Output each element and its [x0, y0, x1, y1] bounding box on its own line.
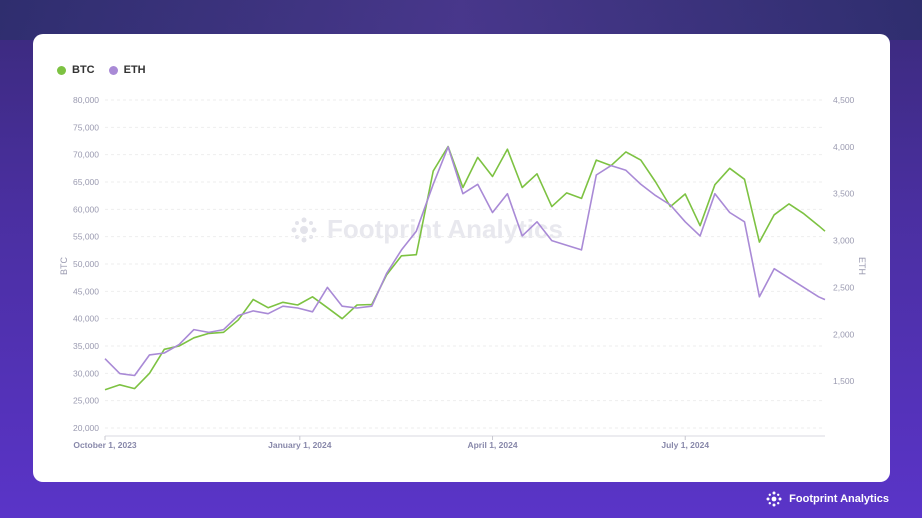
- y-tick-label-left: 25,000: [73, 396, 99, 406]
- y-tick-label-right: 2,500: [833, 282, 855, 292]
- y-axis-left: 20,000 25,000 30,000 35,000 40,000 45,000 50,0…: [73, 95, 99, 433]
- y-tick-label-left: 50,000: [73, 259, 99, 269]
- x-axis: October 1, 2023 January 1, 2024 April 1, 2…: [73, 435, 825, 450]
- chart-card: BTC ETH Footprint Analytics 20,000 25,000…: [33, 34, 890, 482]
- btc-dot-icon: [57, 65, 66, 75]
- y-tick-label-right: 2,000: [833, 329, 855, 339]
- y-tick-label-left: 30,000: [73, 368, 99, 378]
- y-tick-label-left: 80,000: [73, 95, 99, 105]
- y-tick-label-left: 45,000: [73, 286, 99, 296]
- y-tick-label-left: 70,000: [73, 150, 99, 160]
- y-tick-label-left: 75,000: [73, 122, 99, 132]
- x-tick-label: July 1, 2024: [661, 440, 709, 450]
- line-chart: 20,000 25,000 30,000 35,000 40,000 45,000 50,0…: [59, 95, 867, 450]
- footprint-logo-icon: [766, 491, 782, 507]
- y-axis-title-btc: BTC: [59, 256, 69, 275]
- legend-label-eth: ETH: [123, 64, 146, 76]
- y-tick-label-left: 55,000: [73, 232, 99, 242]
- brand-name: Footprint Analytics: [789, 493, 889, 505]
- eth-dot-icon: [108, 65, 118, 75]
- x-tick-label: January 1, 2024: [268, 440, 332, 450]
- legend-item-eth[interactable]: ETH: [108, 64, 146, 76]
- y-tick-label-left: 40,000: [73, 314, 99, 324]
- y-tick-label-right: 4,500: [833, 95, 855, 105]
- y-tick-label-left: 35,000: [73, 341, 99, 351]
- y-axis-right: 1,500 2,000 2,500 3,000 3,500 4,000 4,500: [833, 95, 855, 386]
- legend: BTC ETH: [57, 64, 146, 76]
- y-tick-label-right: 4,000: [833, 142, 855, 152]
- background-banner: [0, 0, 922, 40]
- y-tick-label-right: 3,000: [833, 236, 855, 246]
- y-tick-label-left: 60,000: [73, 204, 99, 214]
- series-line-eth: [104, 146, 826, 377]
- y-tick-label-left: 65,000: [73, 177, 99, 187]
- y-axis-title-eth: ETH: [857, 257, 867, 275]
- series-group: [104, 145, 826, 391]
- x-tick-label: April 1, 2024: [467, 440, 517, 450]
- series-line-btc: [104, 145, 826, 391]
- grid: [105, 99, 825, 429]
- legend-item-btc[interactable]: BTC: [57, 64, 95, 76]
- x-tick-label: October 1, 2023: [73, 440, 137, 450]
- brand-footer: Footprint Analytics: [765, 490, 889, 508]
- y-tick-label-right: 3,500: [833, 189, 855, 199]
- legend-label-btc: BTC: [72, 64, 95, 76]
- y-tick-label-left: 20,000: [73, 423, 99, 433]
- y-tick-label-right: 1,500: [833, 376, 855, 386]
